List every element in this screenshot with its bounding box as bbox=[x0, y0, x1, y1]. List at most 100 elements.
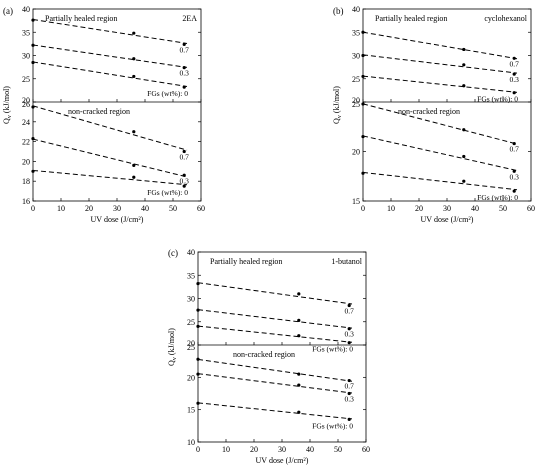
region-title: Partially healed region bbox=[45, 14, 117, 23]
data-point bbox=[31, 43, 35, 47]
fg-label: FGs (wt%): 0 bbox=[477, 95, 518, 104]
y-tick-label: 16 bbox=[22, 197, 30, 206]
x-tick-label: 50 bbox=[334, 445, 342, 454]
series-label: 0.3 bbox=[180, 69, 190, 78]
data-point bbox=[182, 42, 186, 46]
data-point bbox=[182, 173, 186, 177]
data-point bbox=[347, 327, 351, 331]
data-point bbox=[297, 318, 301, 322]
x-tick-label: 10 bbox=[222, 445, 230, 454]
data-point bbox=[462, 154, 466, 159]
x-tick-label: 40 bbox=[471, 204, 479, 213]
y-tick-label: 25 bbox=[352, 75, 360, 84]
y-tick-label: 15 bbox=[187, 406, 195, 415]
x-tick-label: 60 bbox=[197, 204, 205, 213]
data-point bbox=[132, 175, 136, 179]
fit-line-0-7 bbox=[197, 282, 353, 305]
fit-line-0-7 bbox=[32, 105, 188, 151]
x-tick-label: 30 bbox=[278, 445, 286, 454]
data-point bbox=[31, 137, 35, 141]
y-tick-label: 40 bbox=[352, 5, 360, 14]
data-point bbox=[297, 383, 301, 387]
data-point bbox=[512, 189, 516, 193]
y-tick-label: 18 bbox=[22, 177, 30, 186]
x-tick-label: 20 bbox=[415, 204, 423, 213]
x-tick-label: 50 bbox=[169, 204, 177, 213]
series-label: 0.7 bbox=[510, 59, 520, 68]
y-tick-label: 10 bbox=[187, 438, 195, 447]
data-point bbox=[182, 85, 186, 89]
data-point bbox=[347, 341, 351, 345]
fit-line-0 bbox=[32, 61, 188, 87]
fit-line-0-3 bbox=[32, 44, 188, 68]
data-point bbox=[361, 53, 365, 58]
y-tick-label: 30 bbox=[187, 295, 195, 304]
fg-label: FGs (wt%): 0 bbox=[312, 421, 353, 430]
x-tick-label: 50 bbox=[499, 204, 507, 213]
data-point bbox=[462, 84, 466, 88]
fg-label: FGs (wt%): 0 bbox=[147, 89, 188, 98]
data-point bbox=[512, 91, 516, 95]
data-point bbox=[361, 30, 365, 34]
subplot-non-cracked: 10 15 20 25 non-cracked region 0.7 0.3 FGs (wt%… bbox=[187, 343, 366, 447]
data-point bbox=[196, 308, 200, 312]
y-tick-label: 20 bbox=[352, 96, 360, 105]
region-title: non-cracked region bbox=[233, 350, 295, 359]
x-tick-label: 30 bbox=[113, 204, 121, 213]
subplot-non-cracked: 16 18 20 22 24 26 non-cracked region 0.7 0.3 FGs … bbox=[22, 100, 201, 206]
fit-line-0-3 bbox=[197, 373, 353, 394]
data-point bbox=[462, 47, 466, 52]
x-tick-label: 20 bbox=[85, 204, 93, 213]
series-label: 0.3 bbox=[510, 75, 520, 84]
y-tick-label: 20 bbox=[352, 148, 360, 157]
series-label: 0.7 bbox=[180, 153, 190, 162]
data-point bbox=[462, 179, 466, 183]
panel-label: (a) bbox=[3, 6, 13, 16]
series-label: 0.3 bbox=[510, 172, 520, 181]
y-axis-label: Qv (kJ/mol) bbox=[167, 328, 178, 366]
data-point bbox=[361, 102, 365, 106]
fit-line-0-7 bbox=[197, 358, 353, 382]
panel-a: (a) 0 10 20 30 40 50 60 UV dose (J/cm²) Qv (kJ/mo… bbox=[2, 5, 205, 224]
data-point bbox=[361, 74, 365, 79]
data-point bbox=[31, 169, 35, 173]
solvent-label: 2EA bbox=[182, 14, 197, 23]
fit-line-0 bbox=[362, 171, 518, 191]
fit-line-0-3 bbox=[362, 54, 518, 74]
data-point bbox=[462, 63, 466, 67]
region-title: Partially healed region bbox=[375, 14, 447, 23]
panel-label: (b) bbox=[333, 6, 344, 16]
panel-label: (c) bbox=[168, 248, 178, 258]
data-point bbox=[132, 31, 136, 35]
data-point bbox=[31, 60, 35, 65]
subplot-partially-healed: 20 25 30 35 40 Partially healed region cyclohe… bbox=[352, 5, 531, 105]
data-point bbox=[297, 334, 301, 338]
data-point bbox=[182, 184, 186, 188]
fit-line-0-3 bbox=[197, 309, 353, 329]
fit-line-0 bbox=[197, 402, 353, 420]
data-point bbox=[182, 65, 186, 70]
data-point bbox=[31, 105, 35, 109]
fit-line-0 bbox=[197, 325, 353, 343]
data-point bbox=[297, 410, 301, 414]
series-label: 0.7 bbox=[180, 45, 190, 54]
data-point bbox=[297, 372, 301, 376]
data-point bbox=[297, 292, 301, 296]
data-point bbox=[132, 130, 136, 134]
y-tick-label: 30 bbox=[352, 52, 360, 61]
y-tick-label: 26 bbox=[22, 100, 30, 109]
region-title: non-cracked region bbox=[68, 107, 130, 116]
y-tick-label: 35 bbox=[22, 28, 30, 37]
x-tick-label: 20 bbox=[250, 445, 258, 454]
data-point bbox=[132, 74, 136, 79]
fg-label: FGs (wt%): 0 bbox=[477, 193, 518, 202]
data-point bbox=[462, 128, 466, 132]
solvent-label: 1-butanol bbox=[331, 257, 362, 266]
data-point bbox=[512, 72, 516, 76]
fit-line-0-7 bbox=[362, 103, 518, 145]
x-tick-label: 60 bbox=[362, 445, 370, 454]
subplot-partially-healed: 20 25 30 35 40 Partially healed region 2EA 0.7 0… bbox=[22, 5, 201, 105]
y-tick-label: 22 bbox=[22, 138, 30, 147]
series-label: 0.3 bbox=[345, 330, 355, 339]
